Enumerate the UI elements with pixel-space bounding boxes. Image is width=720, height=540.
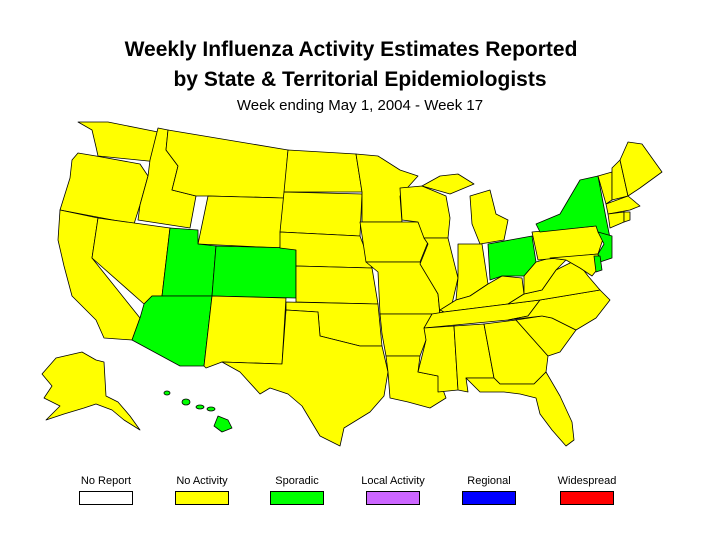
state-west-virginia xyxy=(523,257,567,295)
state-colorado xyxy=(211,245,297,299)
map-title-line2: by State & Territorial Epidemiologists xyxy=(173,68,547,91)
legend-label: Sporadic xyxy=(275,475,319,487)
state-delaware xyxy=(593,255,603,273)
state-iowa xyxy=(359,221,429,263)
state-connecticut xyxy=(607,211,625,229)
state-maine xyxy=(619,141,663,197)
state-north-dakota xyxy=(283,149,363,193)
legend-label: Local Activity xyxy=(361,475,425,487)
map-subtitle: Week ending May 1, 2004 - Week 17 xyxy=(236,97,484,114)
state-new-mexico xyxy=(203,295,287,369)
legend-swatch xyxy=(79,491,133,505)
legend-swatch xyxy=(560,491,614,505)
legend-label: Widespread xyxy=(557,475,617,487)
state-alaska xyxy=(41,351,141,431)
state-kansas xyxy=(295,265,379,305)
legend-item: No Report xyxy=(66,475,146,505)
state-minnesota xyxy=(355,153,419,223)
state-louisiana xyxy=(385,355,447,409)
state-rhode-island xyxy=(623,211,631,223)
legend-swatch xyxy=(270,491,324,505)
state-south-dakota xyxy=(279,191,363,237)
legend-swatch xyxy=(366,491,420,505)
state-michigan-up xyxy=(421,173,475,195)
state-new-york xyxy=(535,175,611,239)
state-wyoming xyxy=(197,195,285,249)
legend-label: No Report xyxy=(80,475,132,487)
map-title: Weekly Influenza Activity Estimates Repo… xyxy=(124,38,578,61)
state-maryland xyxy=(549,253,601,277)
state-florida xyxy=(465,371,575,447)
state-montana xyxy=(165,129,289,199)
legend-label: No Activity xyxy=(176,475,228,487)
legend-item: Widespread xyxy=(547,475,627,505)
legend-label: Regional xyxy=(467,475,511,487)
state-arizona xyxy=(131,295,213,367)
legend-item: Local Activity xyxy=(353,475,433,505)
state-texas xyxy=(221,309,389,447)
legend-item: No Activity xyxy=(162,475,242,505)
legend-swatch xyxy=(175,491,229,505)
legend-item: Regional xyxy=(449,475,529,505)
state-washington xyxy=(77,121,169,163)
state-michigan xyxy=(469,189,509,245)
state-oregon xyxy=(59,152,149,225)
state-north-carolina xyxy=(507,289,611,331)
legend-item: Sporadic xyxy=(257,475,337,505)
state-massachusetts xyxy=(605,195,641,215)
legend-swatch xyxy=(462,491,516,505)
state-hawaii xyxy=(163,390,233,433)
